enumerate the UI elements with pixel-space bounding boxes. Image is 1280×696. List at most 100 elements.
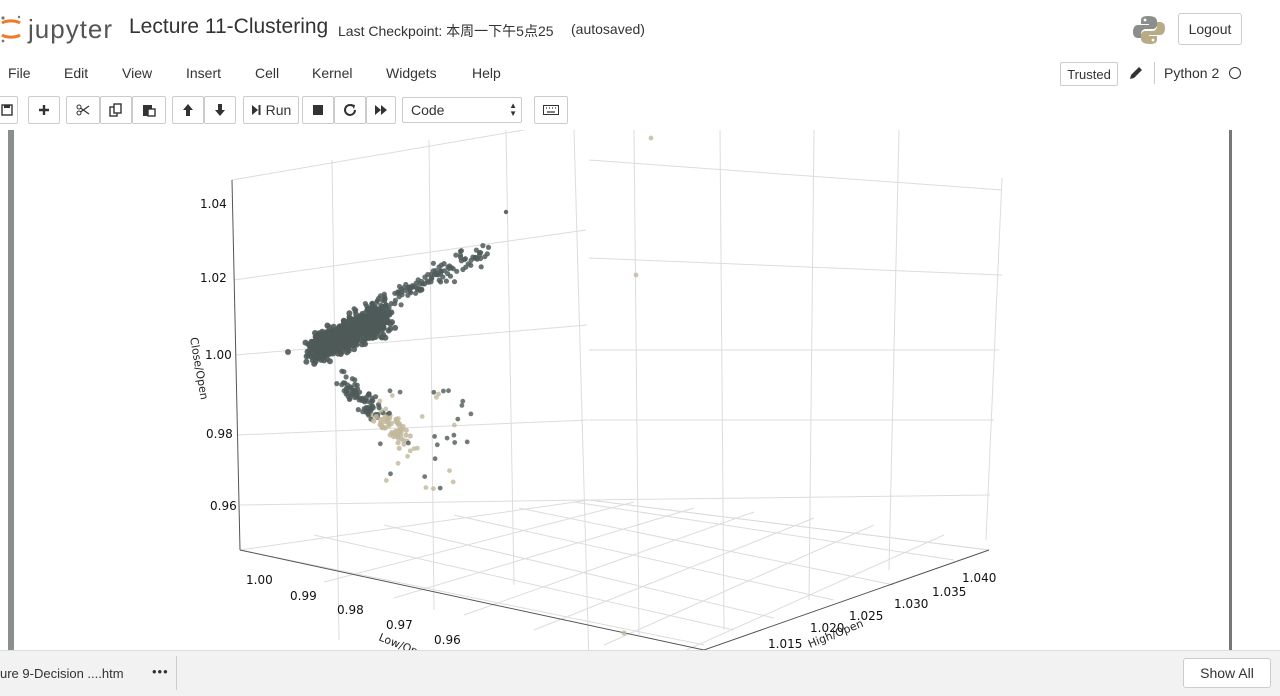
data-point <box>434 442 440 448</box>
menu-cell[interactable]: Cell <box>255 65 280 81</box>
data-point <box>392 324 399 331</box>
data-point <box>352 377 358 383</box>
notebook-header: jupyter Lecture 11-Clustering Last Check… <box>0 0 1280 58</box>
cell-type-value: Code <box>411 102 445 118</box>
menu-edit[interactable]: Edit <box>64 65 89 81</box>
data-point <box>374 299 380 305</box>
data-point <box>372 308 378 314</box>
insert-cell-button[interactable] <box>28 96 60 124</box>
data-point <box>338 349 345 355</box>
y-tick: 0.99 <box>290 589 317 603</box>
select-arrows-icon: ▲ ▼ <box>509 101 517 118</box>
data-point <box>411 446 417 451</box>
data-point <box>428 271 434 277</box>
cut-button[interactable] <box>66 96 100 124</box>
data-point <box>403 432 409 438</box>
data-point <box>353 315 359 321</box>
data-point <box>401 285 407 291</box>
data-point <box>367 314 374 320</box>
data-point <box>452 440 458 445</box>
data-point <box>441 388 446 394</box>
data-point <box>385 418 391 424</box>
menu-file[interactable]: File <box>8 65 31 81</box>
data-point <box>462 256 468 262</box>
save-button[interactable] <box>0 96 18 124</box>
y-tick: 0.96 <box>434 633 461 647</box>
menu-help[interactable]: Help <box>472 65 501 81</box>
trusted-badge[interactable]: Trusted <box>1060 62 1118 86</box>
data-point <box>317 342 323 349</box>
data-point <box>436 391 441 397</box>
data-point <box>388 301 394 307</box>
data-point <box>445 264 451 270</box>
data-point <box>446 388 451 394</box>
fast-forward-icon <box>375 105 387 115</box>
data-point <box>373 394 379 400</box>
data-point <box>375 326 381 333</box>
command-palette-button[interactable] <box>534 96 568 124</box>
data-point <box>422 474 428 479</box>
data-point <box>478 250 484 256</box>
copy-icon <box>109 103 122 117</box>
z-axis-label: Close/Open <box>187 336 211 400</box>
menu-widgets[interactable]: Widgets <box>386 65 437 81</box>
menubar: File Edit View Insert Cell Kernel Widget… <box>0 58 1280 90</box>
data-point <box>406 440 411 446</box>
data-point <box>364 334 371 340</box>
copy-button[interactable] <box>100 96 132 124</box>
logout-button[interactable]: Logout <box>1178 13 1242 45</box>
data-point <box>396 283 403 290</box>
interrupt-button[interactable] <box>302 96 334 124</box>
notebook-title[interactable]: Lecture 11-Clustering <box>129 15 329 38</box>
python-logo-icon <box>1133 16 1165 44</box>
pencil-icon[interactable] <box>1128 65 1144 81</box>
restart-run-all-button[interactable] <box>366 96 396 124</box>
menu-kernel[interactable]: Kernel <box>312 65 353 81</box>
data-point <box>352 381 358 388</box>
data-point <box>458 258 464 264</box>
run-button[interactable]: Run <box>243 96 299 124</box>
keyboard-icon <box>543 105 559 115</box>
data-point <box>384 306 390 312</box>
cell-type-select[interactable]: Code ▲ ▼ <box>402 97 522 123</box>
data-point <box>437 485 443 491</box>
data-point <box>387 388 393 394</box>
data-point <box>343 322 350 328</box>
data-point <box>433 272 439 278</box>
jupyter-logo[interactable]: jupyter <box>0 14 113 44</box>
more-options-icon[interactable]: ••• <box>152 664 169 679</box>
x-axis-ticks: 1.015 1.020 1.025 1.030 1.035 1.040 <box>768 571 996 650</box>
data-point <box>485 244 492 250</box>
data-point <box>388 471 393 477</box>
paste-button[interactable] <box>132 96 166 124</box>
data-point <box>327 339 334 346</box>
data-point <box>447 468 452 473</box>
data-point <box>419 414 425 419</box>
menu-view[interactable]: View <box>122 65 153 81</box>
data-point <box>429 276 435 282</box>
data-point <box>303 358 310 365</box>
show-all-button[interactable]: Show All <box>1183 658 1271 688</box>
restart-button[interactable] <box>334 96 366 124</box>
scatter-3d-plot[interactable]: 1.04 1.02 1.00 0.98 0.96 Close/Open 1.00… <box>14 130 1229 650</box>
data-point <box>354 334 361 341</box>
y-tick: 1.00 <box>246 573 273 587</box>
download-item-label[interactable]: ure 9-Decision ....htm <box>0 666 124 681</box>
data-point <box>346 314 353 320</box>
data-point <box>480 243 486 249</box>
data-point <box>432 456 438 462</box>
data-point <box>436 264 442 270</box>
data-point <box>407 448 413 454</box>
move-down-button[interactable] <box>204 96 236 124</box>
data-point <box>414 285 421 292</box>
data-point <box>368 305 374 311</box>
grid-back-right <box>573 130 1003 650</box>
grid-back-left <box>231 130 590 641</box>
menu-insert[interactable]: Insert <box>186 65 222 81</box>
data-point <box>453 252 459 258</box>
data-point <box>377 398 383 404</box>
data-point <box>396 421 402 427</box>
grid-floor <box>239 499 990 650</box>
move-up-button[interactable] <box>172 96 204 124</box>
cell-selection-bar <box>8 130 14 650</box>
